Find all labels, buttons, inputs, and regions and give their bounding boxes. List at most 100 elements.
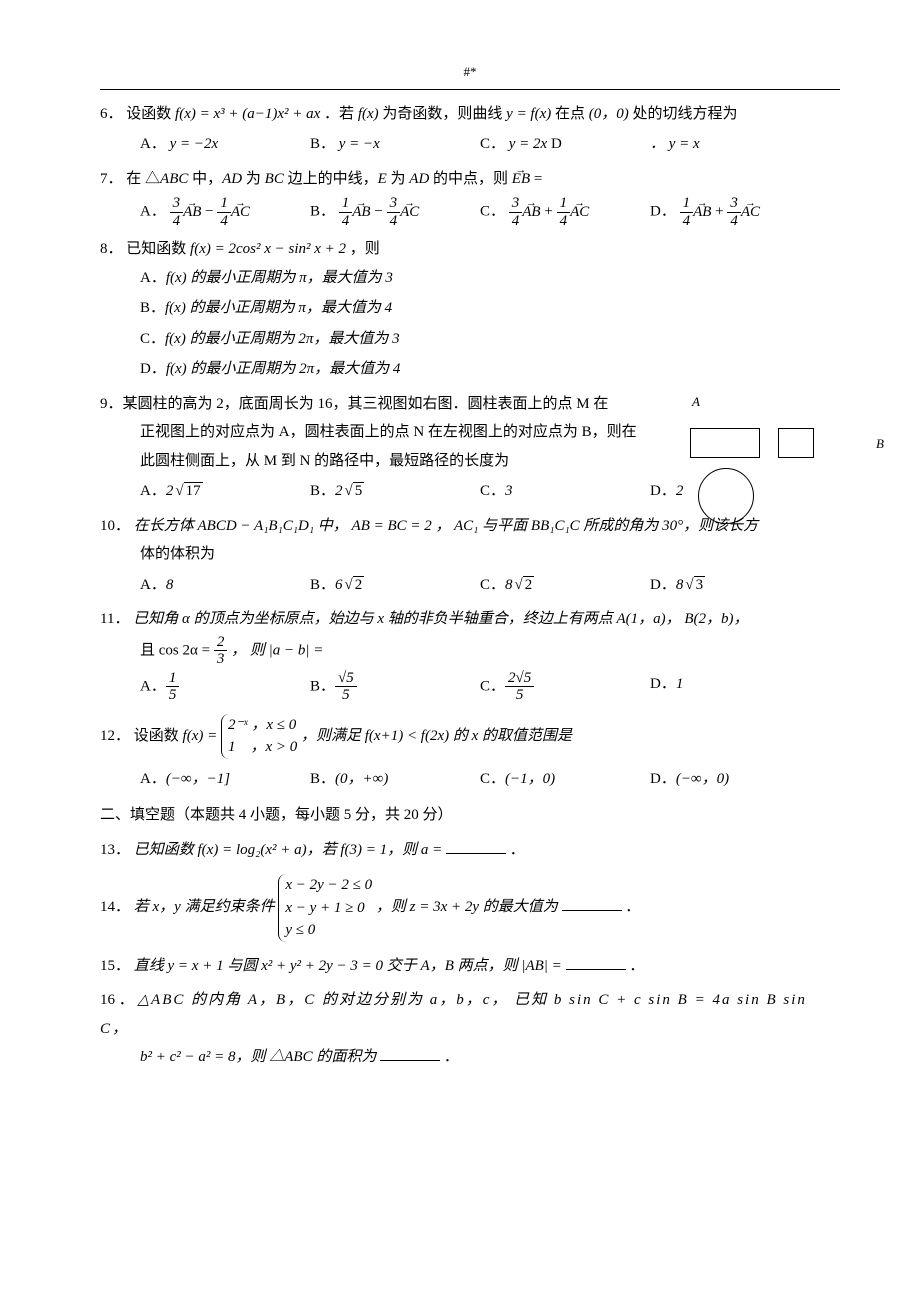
q12-t-b: ，则满足 f(x+1) < f(2x) 的 x 的取值范围是: [301, 728, 572, 744]
q14-t-b: ，则 z = 3x + 2y 的最大值为: [376, 899, 558, 915]
q14-c3: y ≤ 0: [285, 919, 372, 942]
q6-text-a: 设函数: [126, 106, 175, 122]
q15-num: 15．: [100, 958, 130, 974]
q7-b-d2: 4: [387, 213, 401, 230]
q12-c: (−1，0): [505, 771, 555, 787]
q7-t-g: =: [534, 171, 542, 187]
question-10: 10． 在长方体 ABCD − A₁B₁C₁D₁ 中， AB = BC = 2 …: [100, 512, 840, 600]
q9-a-rad: 17: [184, 482, 203, 499]
q7-opt-c: C． 34AB + 14AC: [480, 195, 640, 229]
q12-t-a: 设函数: [134, 728, 183, 744]
q9-opt-a: A．217: [140, 477, 300, 506]
q7-opt-b: B． 14AB − 34AC: [310, 195, 470, 229]
q11-text: 已知角 α 的顶点为坐标原点，始边与 x 轴的非负半轴重合，终边上有两点 A(1…: [133, 611, 748, 627]
q8-num: 8．: [100, 241, 123, 257]
q8-t-a: 已知函数: [126, 241, 190, 257]
question-12: 12． 设函数 f(x) = 2⁻ˣ ，x ≤ 0 1 ，x > 0 ，则满足 …: [100, 710, 840, 794]
q7-d-op: +: [715, 204, 723, 220]
q7-options: A． 34AB − 14AC B． 14AB − 34AC C． 34AB + …: [100, 195, 840, 229]
q7-e: E: [378, 171, 387, 187]
q10-c-rad: 2: [523, 576, 535, 593]
question-13: 13． 已知函数 f(x) = log₂(x² + a)，若 f(3) = 1，…: [100, 836, 840, 865]
q9-c: 3: [505, 483, 513, 499]
q11-options: A．15 B．√55 C．2√55 D．1: [100, 670, 840, 704]
q6-a-expr: y = −2x: [170, 136, 219, 152]
q7-eb-vec: EB: [512, 171, 530, 187]
q7-a-v2: AC: [231, 204, 250, 220]
question-6: 6． 设函数 f(x) = x³ + (a−1)x² + ax ．若 f(x) …: [100, 100, 840, 159]
q12-opt-a: A．(−∞，−1]: [140, 765, 300, 794]
q9-num: 9．: [100, 396, 123, 412]
q10-opt-c: C．82: [480, 571, 640, 600]
q7-a-d1: 4: [170, 213, 184, 230]
q10-d-pre: 8: [676, 577, 684, 593]
q7-b-v1: AB: [352, 204, 370, 220]
q6-fx2: f(x): [358, 106, 379, 122]
q8-opt-c: C．f(x) 的最小正周期为 2π，最大值为 3: [140, 325, 840, 354]
q14-c1: x − 2y − 2 ≤ 0: [285, 874, 372, 897]
question-15: 15． 直线 y = x + 1 与圆 x² + y² + 2y − 3 = 0…: [100, 952, 840, 981]
q7-c-op: +: [544, 204, 552, 220]
q11-opt-d: D．1: [650, 670, 810, 704]
q7-d-n2: 3: [727, 195, 741, 213]
q7-t-b: 中，: [192, 171, 222, 187]
q8-fx: f(x) = 2cos² x − sin² x + 2: [190, 241, 346, 257]
q10-opt-a: A．8: [140, 571, 300, 600]
q7-d-d1: 4: [680, 213, 694, 230]
q7-b-op: −: [374, 204, 382, 220]
q12-num: 12．: [100, 728, 130, 744]
q9-side-view: [778, 428, 814, 458]
q8-c-text: f(x) 的最小正周期为 2π，最大值为 3: [165, 331, 400, 347]
q7-c-d1: 4: [509, 213, 523, 230]
q14-t-a: 若 x，y 满足约束条件: [134, 899, 279, 915]
q14-blank: [562, 896, 622, 911]
q16-blank: [380, 1046, 440, 1061]
q15-period: ．: [629, 958, 644, 974]
q9-a-pre: 2: [166, 483, 174, 499]
q13-blank: [446, 839, 506, 854]
q10-num: 10．: [100, 518, 130, 534]
q7-a-n2: 1: [217, 195, 231, 213]
question-8: 8． 已知函数 f(x) = 2cos² x − sin² x + 2 ，则 A…: [100, 235, 840, 384]
q7-bc: BC: [265, 171, 284, 187]
q9-figure: A B: [690, 390, 870, 525]
q6-c-extra: D: [551, 136, 562, 152]
q6-opt-d: ． y = x: [650, 130, 810, 159]
q7-num: 7．: [100, 171, 123, 187]
q11-l2b: ， 则 |a − b| =: [231, 642, 323, 658]
q9-b-rad: 5: [353, 482, 365, 499]
q7-c-v2: AC: [570, 204, 589, 220]
q14-cases: x − 2y − 2 ≤ 0 x − y + 1 ≥ 0 y ≤ 0: [278, 874, 372, 942]
q7-t-e: 为: [391, 171, 410, 187]
q7-b-d1: 4: [339, 213, 353, 230]
q10-text2: 体的体积为: [100, 540, 840, 569]
q10-b-rad: 2: [353, 576, 365, 593]
q14-c2: x − y + 1 ≥ 0: [285, 897, 372, 920]
question-7: 7． 在 △ABC 中，AD 为 BC 边上的中线，E 为 AD 的中点，则 E…: [100, 165, 840, 230]
q11-b-n: √5: [335, 670, 357, 688]
q7-b-v2: AC: [400, 204, 419, 220]
q8-b-text: f(x) 的最小正周期为 π，最大值为 4: [165, 300, 392, 316]
q6-opt-c: C． y = 2x D: [480, 130, 640, 159]
q15-blank: [566, 955, 626, 970]
q7-opt-a: A． 34AB − 14AC: [140, 195, 300, 229]
q7-c-d2: 4: [557, 213, 571, 230]
q9-b-pre: 2: [335, 483, 343, 499]
q7-b-n2: 3: [387, 195, 401, 213]
q6-text-c: 为奇函数，则曲线: [382, 106, 506, 122]
q7-c-n2: 1: [557, 195, 571, 213]
q6-yeq: y = f(x): [506, 106, 551, 122]
q6-pt: (0，0): [589, 106, 629, 122]
q8-a-text: f(x) 的最小正周期为 π，最大值为 3: [166, 270, 393, 286]
q6-fx: f(x) = x³ + (a−1)x² + ax: [175, 106, 320, 122]
q12-opt-c: C．(−1，0): [480, 765, 640, 794]
q9-front-view: [690, 428, 760, 458]
q7-t-a: 在 △: [126, 171, 160, 187]
q7-c-n1: 3: [509, 195, 523, 213]
q12-opt-b: B．(0，+∞): [310, 765, 470, 794]
q7-ad: AD: [222, 171, 242, 187]
question-9: A B 9．某圆柱的高为 2，底面周长为 16，其三视图如右图．圆柱表面上的点 …: [100, 390, 840, 506]
question-11: 11． 已知角 α 的顶点为坐标原点，始边与 x 轴的非负半轴重合，终边上有两点…: [100, 605, 840, 704]
q12-b: (0，+∞): [335, 771, 388, 787]
q6-text-e: 处的切线方程为: [633, 106, 738, 122]
